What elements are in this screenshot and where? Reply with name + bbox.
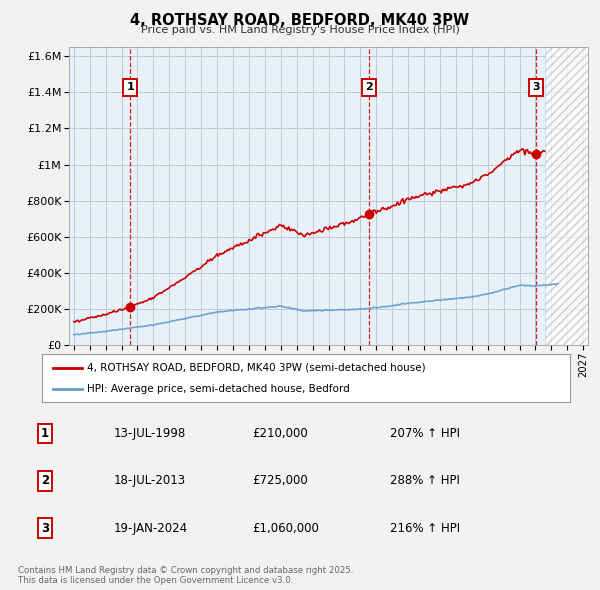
Text: 1: 1 xyxy=(41,427,49,440)
Text: £1,060,000: £1,060,000 xyxy=(252,522,319,535)
Text: 4, ROTHSAY ROAD, BEDFORD, MK40 3PW: 4, ROTHSAY ROAD, BEDFORD, MK40 3PW xyxy=(130,13,470,28)
Text: 2: 2 xyxy=(365,83,373,93)
Text: 3: 3 xyxy=(532,83,540,93)
Text: 2: 2 xyxy=(41,474,49,487)
Text: 1: 1 xyxy=(126,83,134,93)
Text: 3: 3 xyxy=(41,522,49,535)
Text: 19-JAN-2024: 19-JAN-2024 xyxy=(114,522,188,535)
Text: £725,000: £725,000 xyxy=(252,474,308,487)
Text: £210,000: £210,000 xyxy=(252,427,308,440)
Text: 13-JUL-1998: 13-JUL-1998 xyxy=(114,427,186,440)
Text: Contains HM Land Registry data © Crown copyright and database right 2025.
This d: Contains HM Land Registry data © Crown c… xyxy=(18,566,353,585)
Text: 18-JUL-2013: 18-JUL-2013 xyxy=(114,474,186,487)
Text: Price paid vs. HM Land Registry's House Price Index (HPI): Price paid vs. HM Land Registry's House … xyxy=(140,25,460,35)
Text: 4, ROTHSAY ROAD, BEDFORD, MK40 3PW (semi-detached house): 4, ROTHSAY ROAD, BEDFORD, MK40 3PW (semi… xyxy=(87,362,425,372)
Text: 288% ↑ HPI: 288% ↑ HPI xyxy=(390,474,460,487)
Text: 207% ↑ HPI: 207% ↑ HPI xyxy=(390,427,460,440)
Text: HPI: Average price, semi-detached house, Bedford: HPI: Average price, semi-detached house,… xyxy=(87,384,350,394)
Text: 216% ↑ HPI: 216% ↑ HPI xyxy=(390,522,460,535)
